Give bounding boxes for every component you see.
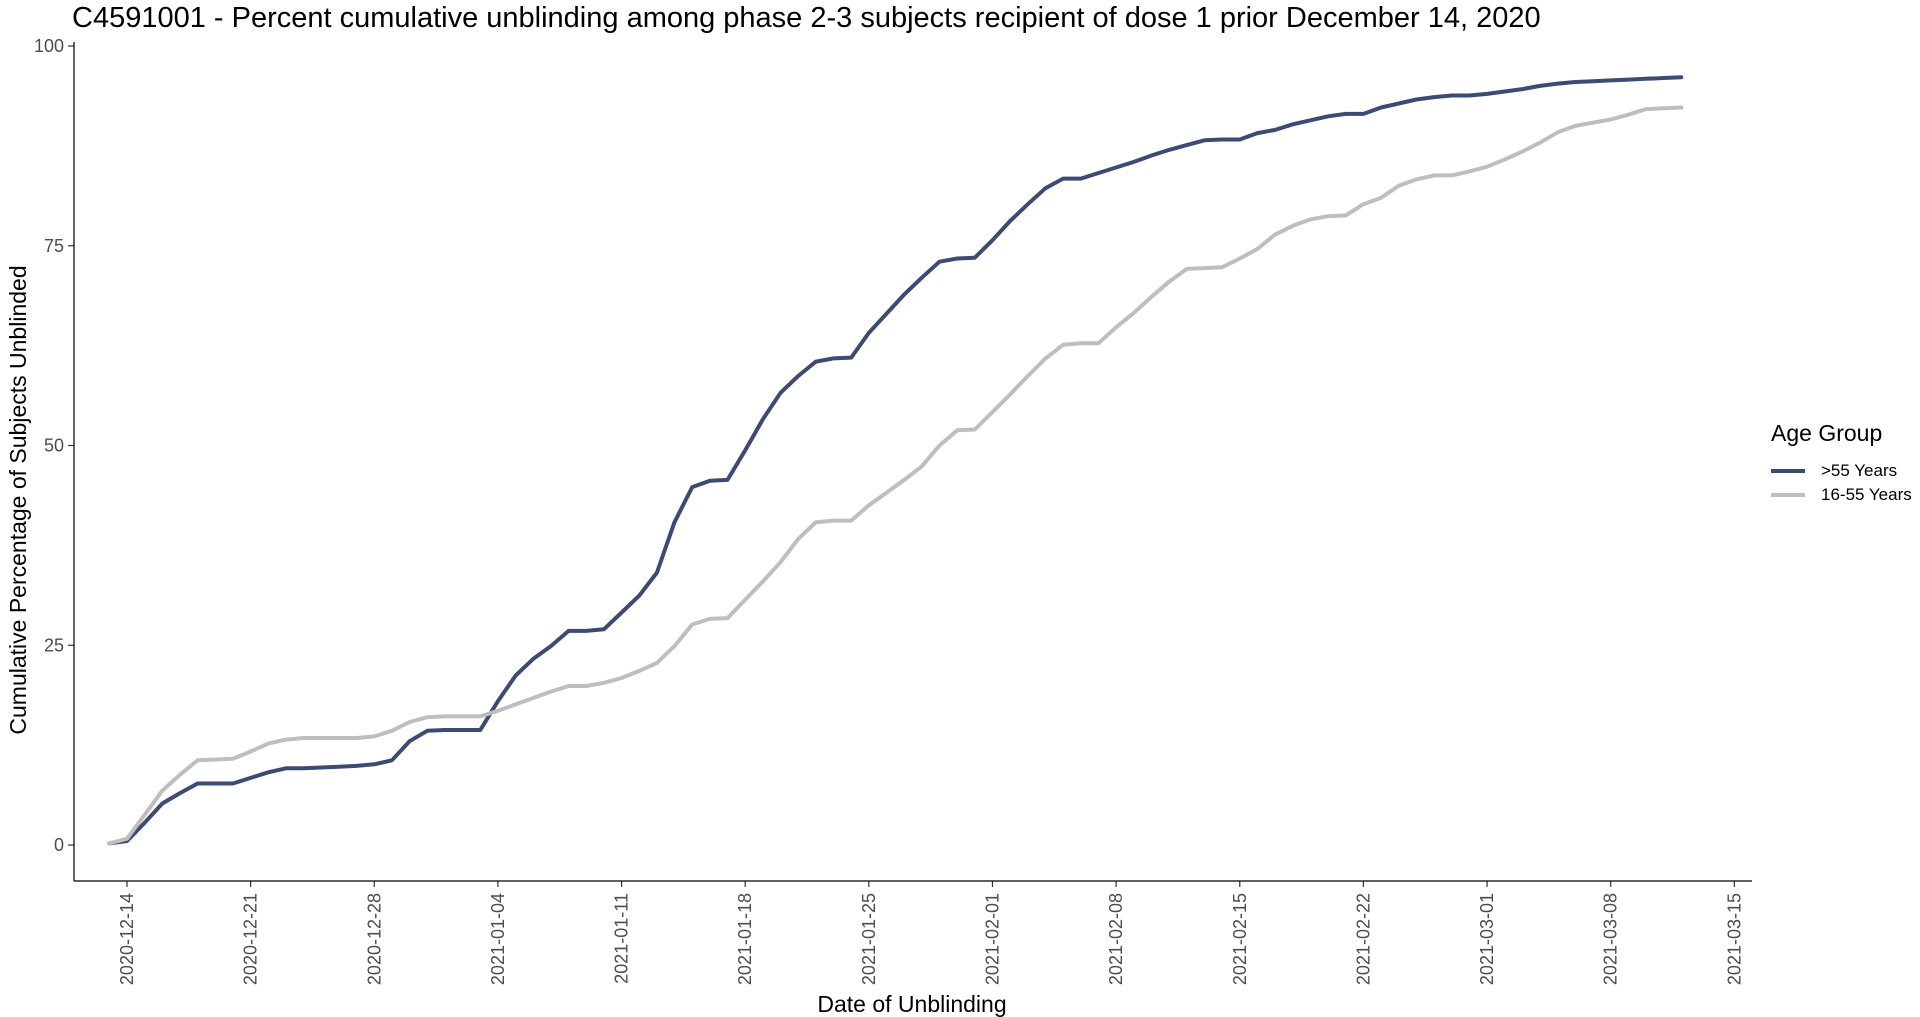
legend: Age Group >55 Years 16-55 Years — [1771, 420, 1912, 507]
x-tick-label: 2021-02-01 — [982, 893, 1002, 985]
y-tick-label: 25 — [44, 635, 64, 655]
legend-label-over-55: >55 Years — [1821, 461, 1898, 480]
x-tick-label: 2021-01-11 — [612, 893, 632, 984]
x-axis: 2020-12-14 2020-12-21 2020-12-28 2021-01-04… — [117, 881, 1744, 985]
x-tick-label: 2021-02-22 — [1353, 893, 1373, 985]
x-tick-label: 2021-03-01 — [1477, 893, 1497, 985]
series-layer — [107, 75, 1684, 846]
x-tick-label: 2020-12-21 — [241, 893, 261, 985]
legend-key-16-55 — [1771, 493, 1805, 497]
y-tick-label: 0 — [54, 835, 64, 855]
x-tick-label: 2020-12-28 — [364, 893, 384, 985]
legend-label-16-55: 16-55 Years — [1821, 485, 1912, 504]
x-tick-label: 2020-12-14 — [117, 893, 137, 985]
chart-title: C4591001 - Percent cumulative unblinding… — [72, 2, 1541, 34]
series-line-over-55 — [107, 75, 1684, 846]
x-tick-label: 2021-03-15 — [1724, 893, 1744, 985]
y-axis-title: Cumulative Percentage of Subjects Unblin… — [5, 265, 31, 734]
series-line-16-55 — [107, 105, 1684, 846]
x-tick-label: 2021-01-18 — [735, 893, 755, 985]
legend-item-over-55: >55 Years — [1771, 459, 1912, 483]
x-axis-title: Date of Unblinding — [817, 991, 1006, 1017]
legend-item-16-55: 16-55 Years — [1771, 483, 1912, 507]
x-tick-label: 2021-01-04 — [488, 893, 508, 985]
x-tick-label: 2021-02-15 — [1230, 893, 1250, 985]
x-tick-label: 2021-02-08 — [1106, 893, 1126, 985]
y-tick-label: 100 — [34, 36, 64, 56]
legend-key-over-55 — [1771, 469, 1805, 473]
x-tick-label: 2021-01-25 — [859, 893, 879, 985]
legend-title: Age Group — [1771, 420, 1883, 446]
y-tick-label: 75 — [44, 236, 64, 256]
y-axis: 0 25 50 75 100 — [34, 36, 74, 855]
y-tick-label: 50 — [44, 436, 64, 456]
x-tick-label: 2021-03-08 — [1601, 893, 1621, 985]
